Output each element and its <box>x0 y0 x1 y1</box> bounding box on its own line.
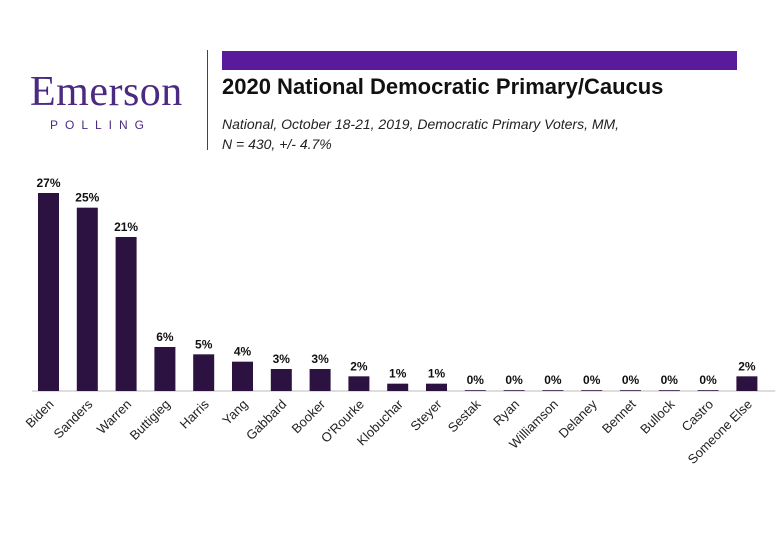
value-label-sestak: 0% <box>467 373 485 387</box>
bar-biden <box>38 193 59 391</box>
bar-steyer <box>426 383 447 391</box>
value-label-gabbard: 3% <box>273 352 291 366</box>
bar-sestak <box>464 390 486 391</box>
category-label-bennet: Bennet <box>599 396 639 436</box>
bar-booker <box>309 369 331 391</box>
emerson-polling-logo: Emerson POLLING <box>30 70 200 132</box>
category-label-bullock: Bullock <box>637 396 678 437</box>
chart-subtitle: National, October 18-21, 2019, Democrati… <box>222 114 722 154</box>
category-label-delaney: Delaney <box>555 396 600 441</box>
category-label-biden: Biden <box>23 397 57 431</box>
title-accent-bar <box>222 51 737 70</box>
bar-klobuchar <box>387 383 409 391</box>
bar-bennet <box>620 390 641 391</box>
value-label-delaney: 0% <box>583 373 601 387</box>
value-label-biden: 27% <box>36 176 60 190</box>
value-label-steyer: 1% <box>428 367 446 381</box>
header-divider <box>207 50 208 150</box>
category-label-yang: Yang <box>219 397 250 428</box>
bar-someone-else <box>736 376 758 391</box>
value-label-harris: 5% <box>195 337 213 351</box>
category-label-harris: Harris <box>177 396 212 431</box>
bar-yang <box>232 361 253 391</box>
value-label-buttigieg: 6% <box>156 330 174 344</box>
bar-bullock <box>658 390 680 391</box>
value-label-castro: 0% <box>699 373 717 387</box>
value-label-ryan: 0% <box>505 373 523 387</box>
bar-williamson <box>542 390 564 391</box>
value-label-klobuchar: 1% <box>389 367 407 381</box>
subtitle-line-1: National, October 18-21, 2019, Democrati… <box>222 116 620 132</box>
bar-delaney <box>581 390 603 391</box>
bar-harris <box>193 354 215 391</box>
value-label-bullock: 0% <box>661 373 679 387</box>
category-label-steyer: Steyer <box>407 396 445 434</box>
category-label-sestak: Sestak <box>445 396 484 435</box>
bar-gabbard <box>270 369 292 391</box>
value-label-sanders: 25% <box>75 191 99 205</box>
chart-title: 2020 National Democratic Primary/Caucus <box>222 74 664 99</box>
subtitle-line-2: N = 430, +/- 4.7% <box>222 136 332 152</box>
category-label-buttigieg: Buttigieg <box>127 397 173 443</box>
logo-subtext: POLLING <box>50 118 152 132</box>
bar-castro <box>697 390 719 391</box>
bar-o-rourke <box>348 376 370 391</box>
bar-sanders <box>76 207 98 391</box>
logo-wordmark: Emerson <box>30 69 183 115</box>
value-label-williamson: 0% <box>544 373 562 387</box>
value-label-warren: 21% <box>114 220 138 234</box>
bar-buttigieg <box>154 347 176 391</box>
category-label-castro: Castro <box>679 397 717 435</box>
category-label-gabbard: Gabbard <box>243 397 289 443</box>
category-label-ryan: Ryan <box>490 397 522 429</box>
bar-ryan <box>503 390 525 391</box>
category-label-sanders: Sanders <box>51 396 96 441</box>
value-label-bennet: 0% <box>622 373 640 387</box>
value-label-booker: 3% <box>311 352 329 366</box>
value-label-someone-else: 2% <box>738 359 756 373</box>
value-label-o-rourke: 2% <box>350 359 368 373</box>
bar-warren <box>115 237 137 391</box>
value-label-yang: 4% <box>234 345 252 359</box>
